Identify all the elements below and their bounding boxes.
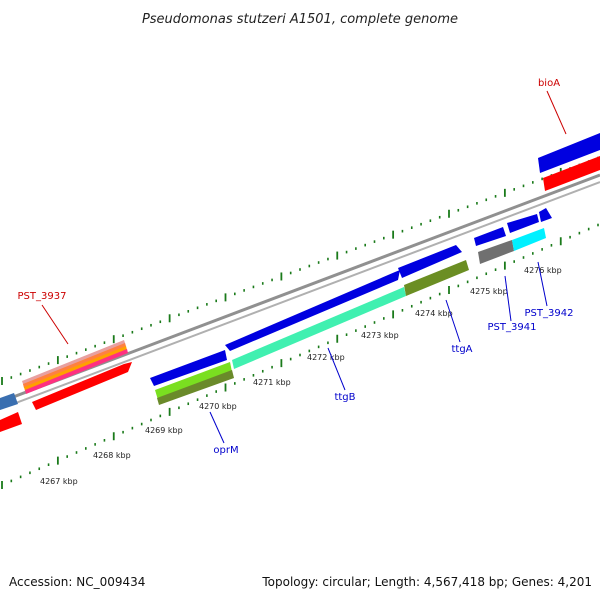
gene-pst3942-cyan: [512, 228, 546, 251]
gene-left-blue: [0, 393, 18, 410]
map-title: Pseudomonas stutzeri A1501, complete gen…: [142, 12, 458, 27]
gene-label-leader: [327, 347, 346, 391]
gene-pst3937-red: [32, 362, 132, 410]
tick-label: 4270 kbp: [199, 402, 237, 411]
minus-strand-ticks: [1, 223, 599, 489]
tick-label: 4274 kbp: [415, 309, 453, 318]
tick-labels: 4267 kbp 4268 kbp 4269 kbp 4270 kbp 4271 kbp…: [40, 266, 562, 486]
gene-label-leader: [41, 304, 69, 345]
gene-label: bioA: [538, 78, 560, 89]
tick-label: 4273 kbp: [361, 331, 399, 340]
gene-labels: bioA PST_3937 oprM ttgB ttgA PST_3941 PST_3942: [18, 78, 574, 456]
tick-label: 4272 kbp: [307, 353, 345, 362]
gene-ttga-blue: [398, 245, 462, 278]
gene-ttga-olive: [404, 260, 469, 296]
gene-label: PST_3942: [525, 308, 574, 319]
tick-label: 4275 kbp: [470, 287, 508, 296]
tick-label: 4269 kbp: [145, 426, 183, 435]
tick-label: 4268 kbp: [93, 451, 131, 460]
plus-strand-ticks: [1, 156, 599, 385]
gene-oprm-olive: [157, 370, 234, 405]
tick-label: 4271 kbp: [253, 378, 291, 387]
gene-label-leader: [546, 90, 567, 135]
gene-label-leader: [504, 275, 512, 322]
accession-text: Accession: NC_009434: [9, 575, 145, 589]
gene-label: oprM: [213, 445, 238, 456]
gene-pst3941-blue: [474, 227, 506, 246]
gene-label-leader: [537, 261, 548, 307]
gene-pst3937-stripe2: [23, 343, 126, 388]
gene-oprm-lime: [155, 362, 232, 400]
gene-bioa-red: [543, 156, 600, 191]
gene-ttgb-aqua: [232, 287, 406, 369]
gene-pst3941-gray: [478, 240, 514, 264]
tick-label: 4267 kbp: [40, 477, 78, 486]
gene-label: ttgA: [451, 344, 472, 355]
gene-label-leader: [209, 411, 225, 444]
gene-bioa-blue: [538, 133, 600, 173]
gene-label: PST_3941: [488, 322, 537, 333]
gene-ttgb-blue: [225, 270, 400, 351]
gene-pst3937-stripe4: [25, 349, 128, 394]
gene-pst3937-stripe3: [24, 346, 127, 391]
gene-label: ttgB: [334, 392, 355, 403]
backbone-inner: [0, 181, 600, 410]
gene-oprm-blue: [150, 350, 227, 386]
gene-left-red: [0, 412, 22, 432]
gene-small-blue: [539, 208, 552, 222]
tick-label: 4276 kbp: [524, 266, 562, 275]
gene-pst3942-blue: [507, 214, 539, 233]
gene-label-leader: [445, 299, 461, 343]
genome-summary-text: Topology: circular; Length: 4,567,418 bp…: [261, 575, 592, 589]
gene-label: PST_3937: [18, 291, 67, 302]
